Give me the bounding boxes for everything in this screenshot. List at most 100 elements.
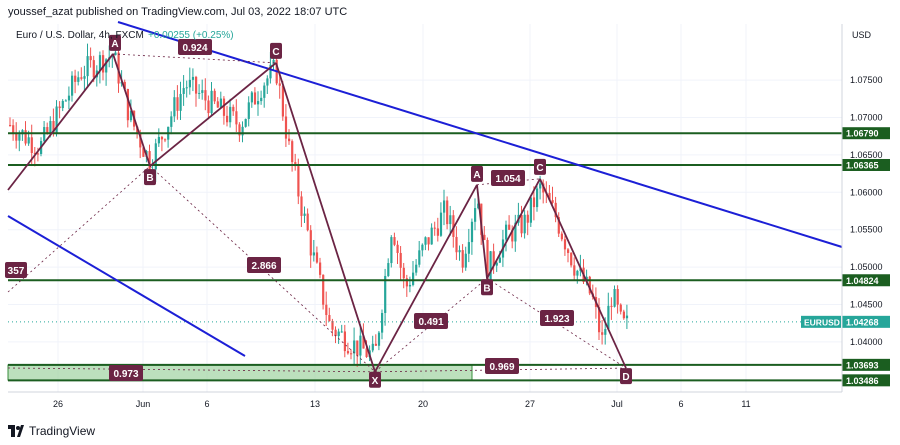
candle-body: [272, 59, 275, 65]
pattern-point-label: D: [622, 372, 629, 383]
ratio-label: 1.054: [495, 174, 520, 185]
candle-body: [288, 138, 291, 142]
candle-body: [331, 321, 334, 330]
candle-body: [210, 90, 213, 114]
candle-body: [92, 60, 95, 78]
candle-body: [9, 124, 12, 126]
candle-body: [188, 79, 191, 88]
descending-trendline: [117, 21, 843, 248]
ratio-label-bg: [414, 313, 448, 329]
pattern-point-label: B: [483, 283, 490, 294]
price-tick-label: 1.04000: [850, 337, 883, 347]
pattern-point-label: X: [372, 376, 379, 387]
candle-body: [173, 97, 176, 117]
candle-body: [505, 224, 508, 240]
price-tick-label: 1.05500: [850, 225, 883, 235]
candle-body: [315, 252, 319, 263]
ratio-label: 0.924: [182, 43, 207, 54]
candle-body: [514, 222, 517, 242]
candle-body: [312, 252, 315, 256]
ratio-label: 2.866: [251, 261, 276, 272]
candle-body: [139, 133, 142, 148]
candle-body: [458, 250, 461, 253]
price-chart[interactable]: 1.06790 1.06365 1.04824 1.03693 1.03486 EURUS…: [0, 0, 900, 420]
candle-body: [77, 77, 80, 82]
time-tick-label: 20: [418, 399, 428, 409]
candle-body: [622, 311, 625, 319]
candle-body: [300, 196, 303, 216]
candle-body: [114, 52, 117, 56]
pattern-leg: [275, 62, 376, 373]
candle-body: [610, 305, 613, 307]
candle-body: [253, 92, 257, 105]
candle-body: [154, 143, 157, 170]
candle-body: [80, 77, 83, 79]
candle-body: [185, 87, 188, 89]
ratio-label-bg: [178, 39, 212, 55]
candle-body: [58, 106, 61, 109]
candle-body: [71, 75, 74, 96]
candle-body: [15, 133, 18, 141]
candle-body: [102, 55, 105, 73]
candle-body: [570, 252, 573, 266]
candle-body: [226, 115, 229, 123]
time-tick-label: Jul: [611, 399, 623, 409]
currency-label: USD: [852, 30, 872, 40]
candle-body: [449, 215, 452, 225]
candle-body: [616, 289, 619, 305]
candle-body: [219, 98, 222, 108]
candle-body: [309, 230, 312, 256]
candle-body: [278, 83, 281, 86]
candle-body: [306, 213, 309, 231]
candle-body: [291, 141, 294, 163]
candle-body: [241, 126, 244, 136]
candle-body: [374, 343, 377, 346]
price-tick-label: 1.06500: [850, 150, 883, 160]
time-tick-label: 26: [53, 399, 63, 409]
candle-body: [204, 90, 207, 101]
candle-body: [598, 306, 601, 333]
chart-grid: [8, 24, 842, 392]
candle-body: [164, 139, 167, 141]
candle-body: [384, 276, 387, 314]
candle-body: [625, 315, 629, 319]
candle-body: [381, 313, 384, 333]
candle-body: [439, 212, 443, 236]
candle-body: [136, 126, 139, 134]
candle-body: [98, 55, 102, 71]
level-label: 1.03693: [846, 360, 879, 370]
candle-body: [371, 343, 374, 351]
candle-body: [182, 88, 185, 94]
pattern-point-label-bg: [270, 42, 282, 59]
candle-body: [195, 76, 198, 94]
tradingview-logo[interactable]: TradingView: [8, 424, 95, 438]
candle-body: [198, 92, 201, 94]
candle-body: [33, 152, 36, 154]
candle-body: [238, 124, 241, 136]
pattern-leg: [374, 184, 478, 373]
candle-body: [551, 200, 554, 203]
candle-body: [486, 239, 489, 283]
time-tick-label: 11: [741, 399, 750, 409]
candle-body: [415, 264, 418, 273]
time-tick-label: 13: [310, 399, 320, 409]
candle-body: [18, 134, 21, 141]
candle-body: [52, 121, 55, 134]
candle-body: [170, 116, 173, 127]
candle-body: [402, 267, 405, 279]
time-tick-label: 27: [525, 399, 535, 409]
candle-body: [142, 147, 145, 157]
ratio-line: [7, 367, 376, 373]
candle-body: [601, 332, 604, 335]
pattern-point-label: C: [536, 163, 543, 174]
level-label: 1.04824: [846, 276, 879, 286]
candle-body: [216, 101, 219, 108]
trendlines: [7, 21, 843, 357]
candle-body: [123, 81, 126, 90]
candle-body: [387, 263, 390, 277]
candle-body: [148, 151, 151, 172]
ratio-label-bg: [540, 310, 574, 326]
support-zone-rect: [7, 364, 473, 381]
candle-body: [55, 106, 58, 134]
candle-body: [526, 214, 529, 223]
